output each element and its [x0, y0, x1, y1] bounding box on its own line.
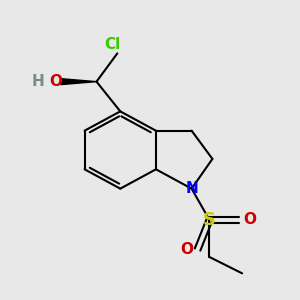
Text: Cl: Cl — [105, 37, 121, 52]
Text: O: O — [180, 242, 193, 257]
Text: H: H — [32, 74, 44, 89]
Text: O: O — [244, 212, 256, 227]
Polygon shape — [61, 79, 97, 85]
Text: N: N — [185, 181, 198, 196]
Text: S: S — [203, 211, 216, 229]
Text: O: O — [49, 74, 62, 89]
